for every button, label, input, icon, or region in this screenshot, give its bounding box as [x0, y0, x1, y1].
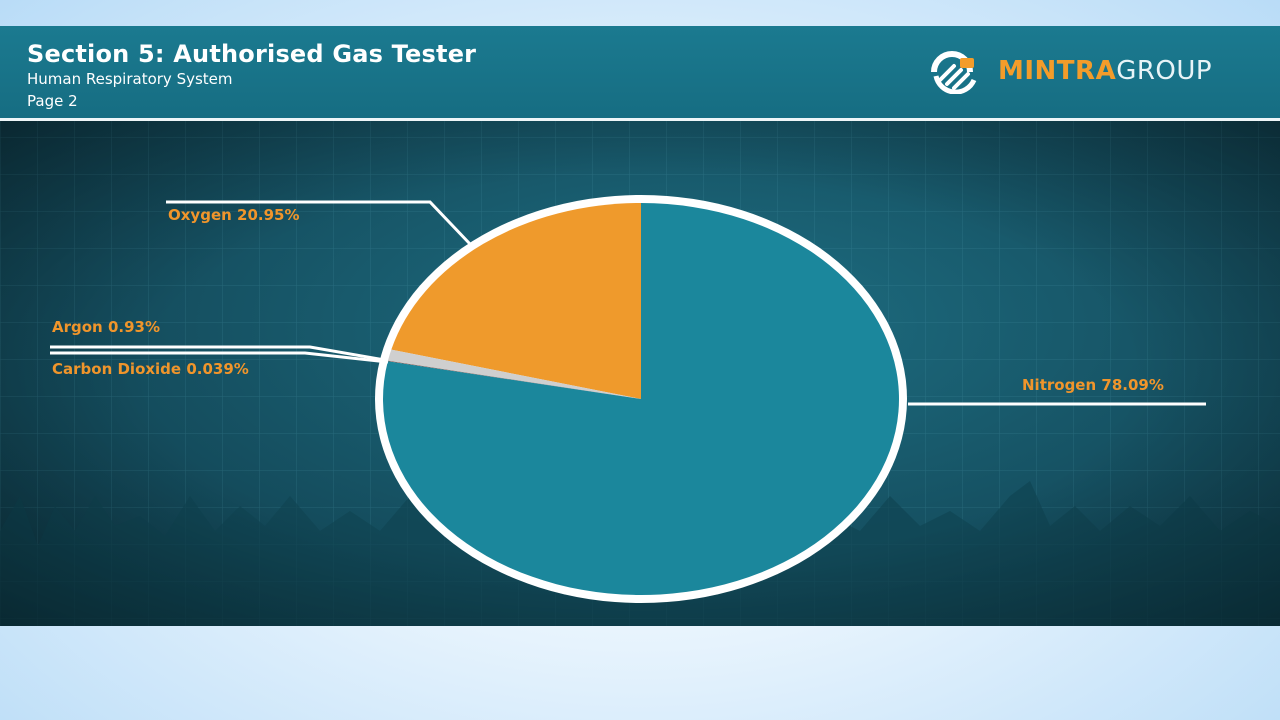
logo-text-light: GROUP	[1116, 56, 1213, 86]
leader-line-carbon-dioxide	[50, 351, 389, 364]
page-title: Section 5: Authorised Gas Tester	[27, 40, 477, 68]
mintra-logo-icon	[931, 51, 977, 94]
logo-wordmark: MINTRAGROUP	[998, 56, 1212, 86]
leader-line-oxygen	[166, 200, 472, 246]
data-label-carbon-dioxide: Carbon Dioxide 0.039%	[52, 360, 249, 378]
data-label-argon: Argon 0.93%	[52, 318, 160, 336]
logo-text-bold: MINTRA	[998, 56, 1117, 86]
header-bar: Section 5: Authorised Gas Tester Human R…	[0, 26, 1280, 121]
pie-chart-svg: Oxygen 20.95% Argon 0.93% Carbon Dioxide 0…	[50, 195, 1206, 603]
pie-slice-nitrogen	[383, 203, 900, 595]
page-subtitle: Human Respiratory System	[27, 70, 233, 88]
pie-chart: Oxygen 20.95% Argon 0.93% Carbon Dioxide 0…	[0, 121, 1280, 626]
page-number: Page 2	[27, 92, 78, 110]
pie-slice-oxygen	[391, 203, 641, 399]
leader-line-argon	[50, 345, 386, 362]
pie-slice-argon	[387, 349, 641, 399]
data-label-nitrogen: Nitrogen 78.09%	[1022, 376, 1164, 394]
pie-slice-carbon-dioxide	[387, 360, 641, 399]
slide: Section 5: Authorised Gas Tester Human R…	[0, 26, 1280, 626]
data-label-oxygen: Oxygen 20.95%	[168, 206, 300, 224]
